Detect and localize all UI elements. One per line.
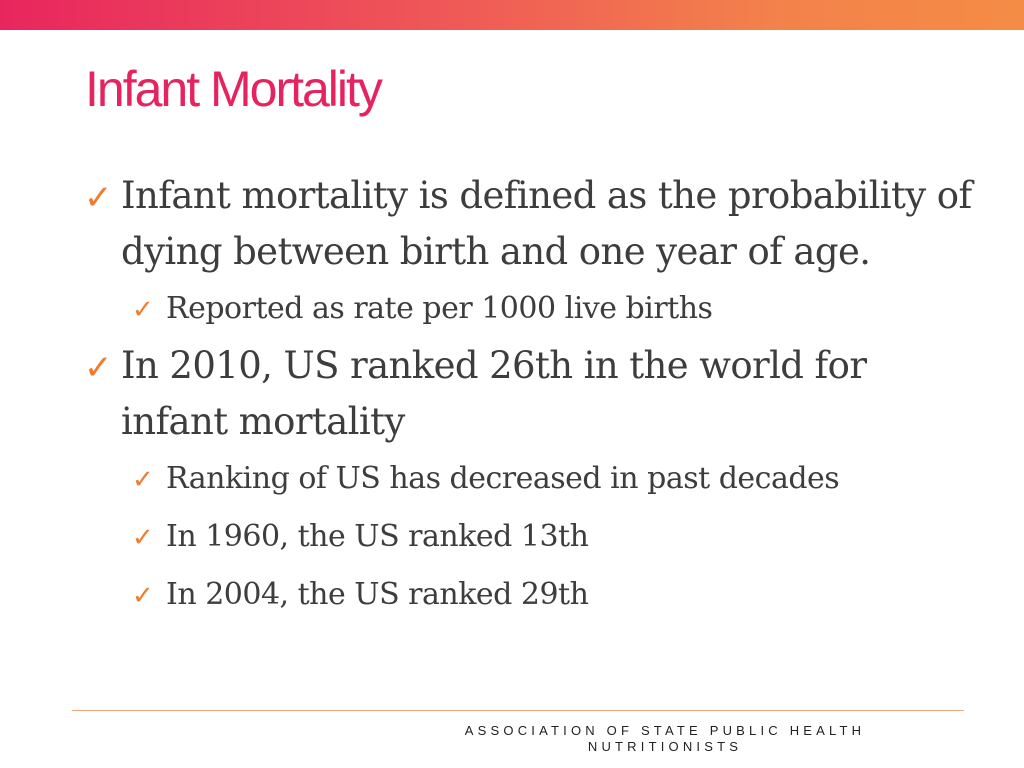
slide-title: Infant Mortality xyxy=(85,61,383,117)
bullet-text: In 2010, US ranked 26th in the world for… xyxy=(121,344,867,443)
sub-bullet-item: ✓ Ranking of US has decreased in past de… xyxy=(80,450,980,508)
checkmark-icon: ✓ xyxy=(132,465,154,495)
sub-bullet-item: ✓ Reported as rate per 1000 live births xyxy=(80,280,980,338)
sub-bullet-item: ✓ In 2004, the US ranked 29th xyxy=(80,566,980,624)
bullet-list: ✓ Infant mortality is defined as the pro… xyxy=(80,168,980,624)
bullet-text: Infant mortality is defined as the proba… xyxy=(121,174,972,273)
footer-organization: ASSOCIATION OF STATE PUBLIC HEALTH NUTRI… xyxy=(430,723,900,755)
bullet-item: ✓ Infant mortality is defined as the pro… xyxy=(80,168,980,280)
footer-line-1: ASSOCIATION OF STATE PUBLIC HEALTH xyxy=(464,723,866,738)
bullet-item: ✓ In 2010, US ranked 26th in the world f… xyxy=(80,338,980,450)
footer-divider xyxy=(72,710,964,711)
sub-bullet-item: ✓ In 1960, the US ranked 13th xyxy=(80,508,980,566)
sub-bullet-text: Reported as rate per 1000 live births xyxy=(166,291,713,326)
checkmark-icon: ✓ xyxy=(132,581,154,611)
checkmark-icon: ✓ xyxy=(132,523,154,553)
footer-line-2: NUTRITIONISTS xyxy=(587,739,743,754)
checkmark-icon: ✓ xyxy=(84,348,112,388)
sub-bullet-text: In 2004, the US ranked 29th xyxy=(166,577,589,612)
top-gradient-bar xyxy=(0,0,1024,30)
sub-bullet-text: In 1960, the US ranked 13th xyxy=(166,519,589,554)
checkmark-icon: ✓ xyxy=(132,295,154,325)
checkmark-icon: ✓ xyxy=(84,178,112,218)
sub-bullet-text: Ranking of US has decreased in past deca… xyxy=(166,461,840,496)
